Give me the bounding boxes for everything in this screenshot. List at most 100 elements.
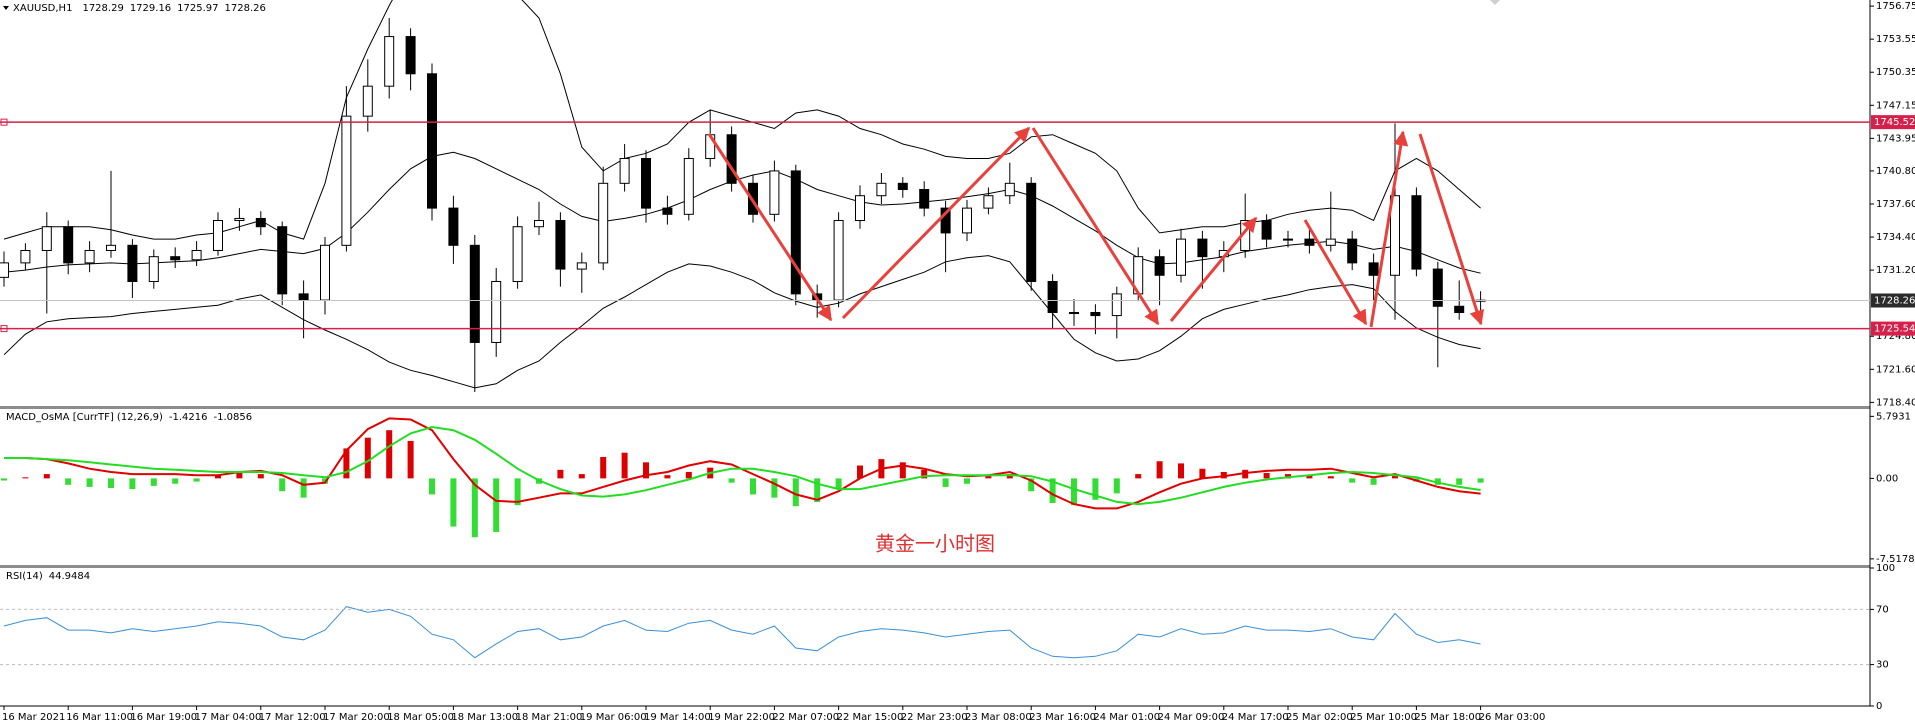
candle-body <box>1411 195 1422 270</box>
osma-bar <box>1113 478 1120 494</box>
osma-bar <box>1178 463 1184 479</box>
osma-bar <box>1477 478 1484 483</box>
osma-bar <box>750 478 756 495</box>
osma-bar <box>685 471 692 479</box>
osma-bar <box>236 473 243 479</box>
current-price-badge <box>1871 293 1915 308</box>
osma-bar <box>600 456 607 479</box>
x-tick-label: 16 Mar 11:00 <box>66 712 133 723</box>
y-tick-label: 1737.60 <box>1876 199 1915 210</box>
candle-body <box>534 220 544 228</box>
arrow <box>1031 127 1160 326</box>
osma-bar <box>1242 469 1249 479</box>
candle-body <box>277 226 288 295</box>
candle-body <box>448 207 459 246</box>
osma-bar <box>386 430 393 479</box>
x-tick-label: 24 Mar 09:00 <box>1158 712 1225 723</box>
y-tick-label: 1734.40 <box>1876 232 1915 243</box>
candle-body <box>1368 262 1379 276</box>
x-tick-label: 24 Mar 01:00 <box>1093 712 1160 723</box>
x-tick-label: 17 Mar 04:00 <box>195 712 262 723</box>
candle-body <box>662 207 673 215</box>
rsi-header: RSI(14) 44.9484 <box>6 571 90 582</box>
candle-body <box>234 217 245 222</box>
candle-body <box>619 158 630 184</box>
osma-bar <box>1071 478 1077 506</box>
osma-bar <box>1156 461 1163 479</box>
osma-bar <box>86 478 93 487</box>
level-handle <box>0 325 8 333</box>
osma-bar <box>1263 473 1270 479</box>
header-value: 1729.16 <box>130 3 171 14</box>
level-label: 1725.54 <box>1874 324 1915 335</box>
header-value: 1725.97 <box>177 3 218 14</box>
candle-body <box>469 244 480 343</box>
candle-body <box>1325 238 1336 246</box>
x-tick-label: 16 Mar 2021 <box>2 712 65 723</box>
candle-body <box>20 249 31 264</box>
x-tick-label: 23 Mar 08:00 <box>965 712 1032 723</box>
osma-bar <box>493 478 500 532</box>
candle-body <box>148 256 159 282</box>
x-tick-label: 17 Mar 12:00 <box>259 712 326 723</box>
y-tick-label: 100 <box>1876 563 1895 574</box>
x-tick-label: 22 Mar 07:00 <box>772 712 839 723</box>
candle-body <box>405 36 416 75</box>
osma-bar <box>257 474 264 479</box>
x-tick-label: 25 Mar 02:00 <box>1286 712 1353 723</box>
x-tick-label: 18 Mar 05:00 <box>387 712 454 723</box>
y-tick-label: 1740.80 <box>1876 166 1915 177</box>
pane-plot <box>1 417 1484 538</box>
arrow <box>707 133 833 322</box>
candle-body <box>1111 293 1122 317</box>
candle-body <box>876 182 887 197</box>
candle-body <box>0 262 9 278</box>
y-tick-label: 70 <box>1876 604 1889 615</box>
header-value: 1728.29 <box>82 3 123 14</box>
y-tick-label: 1750.35 <box>1876 67 1915 78</box>
osma-bar <box>664 475 671 479</box>
osma-bar <box>1135 474 1142 479</box>
candle-body <box>491 280 502 343</box>
osma-bar <box>1220 471 1227 479</box>
osma-bar <box>1049 478 1056 504</box>
arrow <box>1369 130 1409 328</box>
osma-bar <box>792 478 799 507</box>
osma-bar <box>985 475 992 479</box>
y-tick-label: 1747.15 <box>1876 100 1915 111</box>
x-tick-label: 16 Mar 19:00 <box>130 712 197 723</box>
osma-bar <box>215 475 221 479</box>
candle-body <box>1069 311 1079 314</box>
band-upper <box>3 0 1481 240</box>
candle-body <box>362 85 373 117</box>
y-tick-label: 1753.55 <box>1876 34 1915 45</box>
level-badge <box>1871 321 1915 336</box>
y-tick-label: 1756.75 <box>1876 1 1915 12</box>
y-tick-label: 30 <box>1876 660 1889 671</box>
x-tick-label: 22 Mar 23:00 <box>901 712 968 723</box>
candle-body <box>726 134 737 184</box>
candle-body <box>1154 256 1165 276</box>
y-tick-label: 1731.20 <box>1876 265 1915 276</box>
candle-body <box>1304 238 1315 246</box>
candle-body <box>255 217 266 228</box>
header-value: 1728.26 <box>225 3 266 14</box>
candle-body <box>1390 195 1400 276</box>
x-tick-label: 25 Mar 10:00 <box>1350 712 1417 723</box>
x-tick-label: 18 Mar 13:00 <box>451 712 518 723</box>
osma-bar <box>471 478 478 538</box>
x-tick-label: 19 Mar 14:00 <box>644 712 711 723</box>
osma-bar <box>343 448 350 479</box>
x-tick-label: 22 Mar 15:00 <box>837 712 904 723</box>
y-tick-label: 0 <box>1876 701 1882 712</box>
candle-body <box>341 115 352 246</box>
y-tick-label: 1718.40 <box>1876 397 1915 408</box>
osma-bar <box>279 478 286 492</box>
x-tick-label: 25 Mar 18:00 <box>1414 712 1481 723</box>
x-tick-label: 19 Mar 06:00 <box>580 712 647 723</box>
osma-bar <box>1456 478 1463 485</box>
osma-bar <box>1370 478 1377 485</box>
osma-bar <box>621 452 628 479</box>
